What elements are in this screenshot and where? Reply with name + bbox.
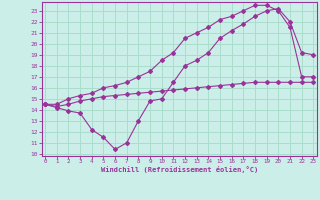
X-axis label: Windchill (Refroidissement éolien,°C): Windchill (Refroidissement éolien,°C) <box>100 166 258 173</box>
